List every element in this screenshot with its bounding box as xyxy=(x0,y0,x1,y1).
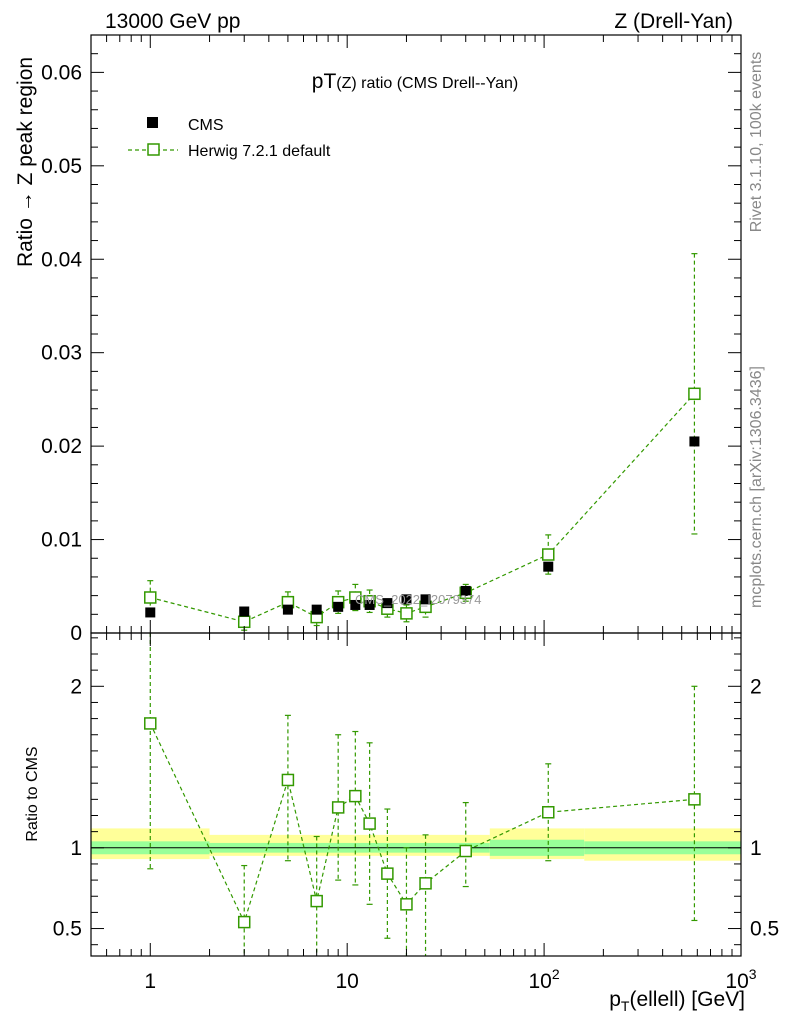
main-ytick-label: 0 xyxy=(70,622,82,645)
watermark: CMS_2022_I2079374 xyxy=(355,592,482,607)
cms-point xyxy=(282,604,293,615)
cms-point xyxy=(401,594,412,605)
cms-point xyxy=(350,599,361,610)
mcplots-label: mcplots.cern.ch [arXiv:1306.3436] xyxy=(748,366,765,608)
x-axis-label: pT(ellell) [GeV] xyxy=(609,988,745,1014)
main-ytick-label: 0.01 xyxy=(41,529,82,552)
legend: CMS Herwig 7.2.1 default xyxy=(128,117,331,160)
ratio-ylabel: Ratio to CMS xyxy=(24,746,41,841)
cms-point xyxy=(333,601,344,612)
cms-point xyxy=(420,594,431,605)
legend-cms-label: CMS xyxy=(188,117,224,134)
herwig-point xyxy=(688,387,701,401)
ratio-point xyxy=(459,844,472,858)
herwig-point xyxy=(144,591,157,604)
ratio-frame xyxy=(90,632,742,957)
x-tick-label: 1 xyxy=(144,970,156,993)
herwig-point xyxy=(542,548,555,561)
ratio-panel: 1 10 102 103 0.5 0.5 1 1 2 2 Ratio to CMS pT(elle… xyxy=(24,632,779,1014)
ratio-point xyxy=(419,877,432,890)
xlabel-p: p xyxy=(609,988,621,1011)
main-panel-content xyxy=(144,253,701,631)
ratio-point xyxy=(363,817,376,830)
ratio-line xyxy=(149,723,695,924)
header-left: 13000 GeV pp xyxy=(105,10,240,33)
main-ylabel: Ratio → Z peak region xyxy=(14,57,37,267)
ratio-point xyxy=(281,773,295,787)
legend-herwig-marker xyxy=(147,143,160,156)
ratio-ytick-label-right: 2 xyxy=(750,675,762,698)
ratio-point xyxy=(381,867,394,880)
cms-point xyxy=(239,606,250,617)
ratio-point xyxy=(331,801,345,814)
legend-cms-marker xyxy=(147,117,158,128)
main-title: pT(Z) ratio (CMS Drell--Yan) xyxy=(312,70,518,93)
main-panel: 0 0.01 0.02 0.03 0.04 0.05 0.06 pT(Z) ratio (C… xyxy=(14,34,742,645)
cms-point xyxy=(689,436,700,447)
legend-herwig-label: Herwig 7.2.1 default xyxy=(188,143,331,160)
x-tick-label: 10 xyxy=(336,970,359,993)
herwig-point xyxy=(400,607,413,620)
cms-point xyxy=(543,561,554,572)
ratio-ytick-label: 0.5 xyxy=(53,918,82,941)
header-right: Z (Drell-Yan) xyxy=(614,10,733,33)
main-ytick-label: 0.04 xyxy=(41,248,82,271)
main-ytick-label: 0.02 xyxy=(41,435,82,458)
ratio-panel-content xyxy=(144,633,701,956)
ratio-ytick-label-right: 1 xyxy=(750,837,762,860)
ratio-point xyxy=(349,789,362,803)
title-sub: (Z) ratio (CMS Drell--Yan) xyxy=(336,75,518,92)
ratio-ytick-label-right: 0.5 xyxy=(750,918,779,941)
x-tick-label: 103 xyxy=(725,966,756,993)
main-ticks: 0 0.01 0.02 0.03 0.04 0.05 0.06 xyxy=(41,35,742,645)
ratio-point xyxy=(237,915,251,929)
herwig-line xyxy=(150,393,695,623)
cms-point xyxy=(311,604,322,615)
ratio-ticks: 1 10 102 103 0.5 0.5 1 1 2 2 xyxy=(53,633,779,993)
main-ytick-label: 0.05 xyxy=(41,155,82,178)
ratio-ytick-label: 2 xyxy=(70,675,82,698)
ratio-point xyxy=(542,806,555,819)
cms-point xyxy=(145,607,156,618)
main-ytick-label: 0.03 xyxy=(41,342,82,365)
main-ytick-label: 0.06 xyxy=(41,61,82,84)
title-main: pT xyxy=(312,70,337,93)
ratio-point xyxy=(400,898,413,911)
x-tick-label: 102 xyxy=(529,966,560,993)
cms-point xyxy=(382,598,393,609)
cms-point xyxy=(460,585,471,596)
cms-point xyxy=(364,599,375,610)
ratio-point xyxy=(144,717,157,730)
rivet-label: Rivet 3.1.10, 100k events xyxy=(748,52,765,233)
xlabel-sub: T xyxy=(621,998,630,1014)
herwig-point xyxy=(237,615,251,629)
ratio-ytick-label: 1 xyxy=(70,837,82,860)
ratio-point xyxy=(688,793,701,806)
ratio-point xyxy=(310,894,323,908)
uncertainty-bands xyxy=(91,828,741,861)
xlabel-rest: (ellell) [GeV] xyxy=(629,988,745,1011)
